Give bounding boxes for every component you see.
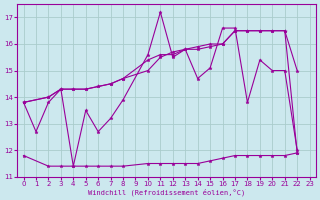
X-axis label: Windchill (Refroidissement éolien,°C): Windchill (Refroidissement éolien,°C): [88, 188, 245, 196]
